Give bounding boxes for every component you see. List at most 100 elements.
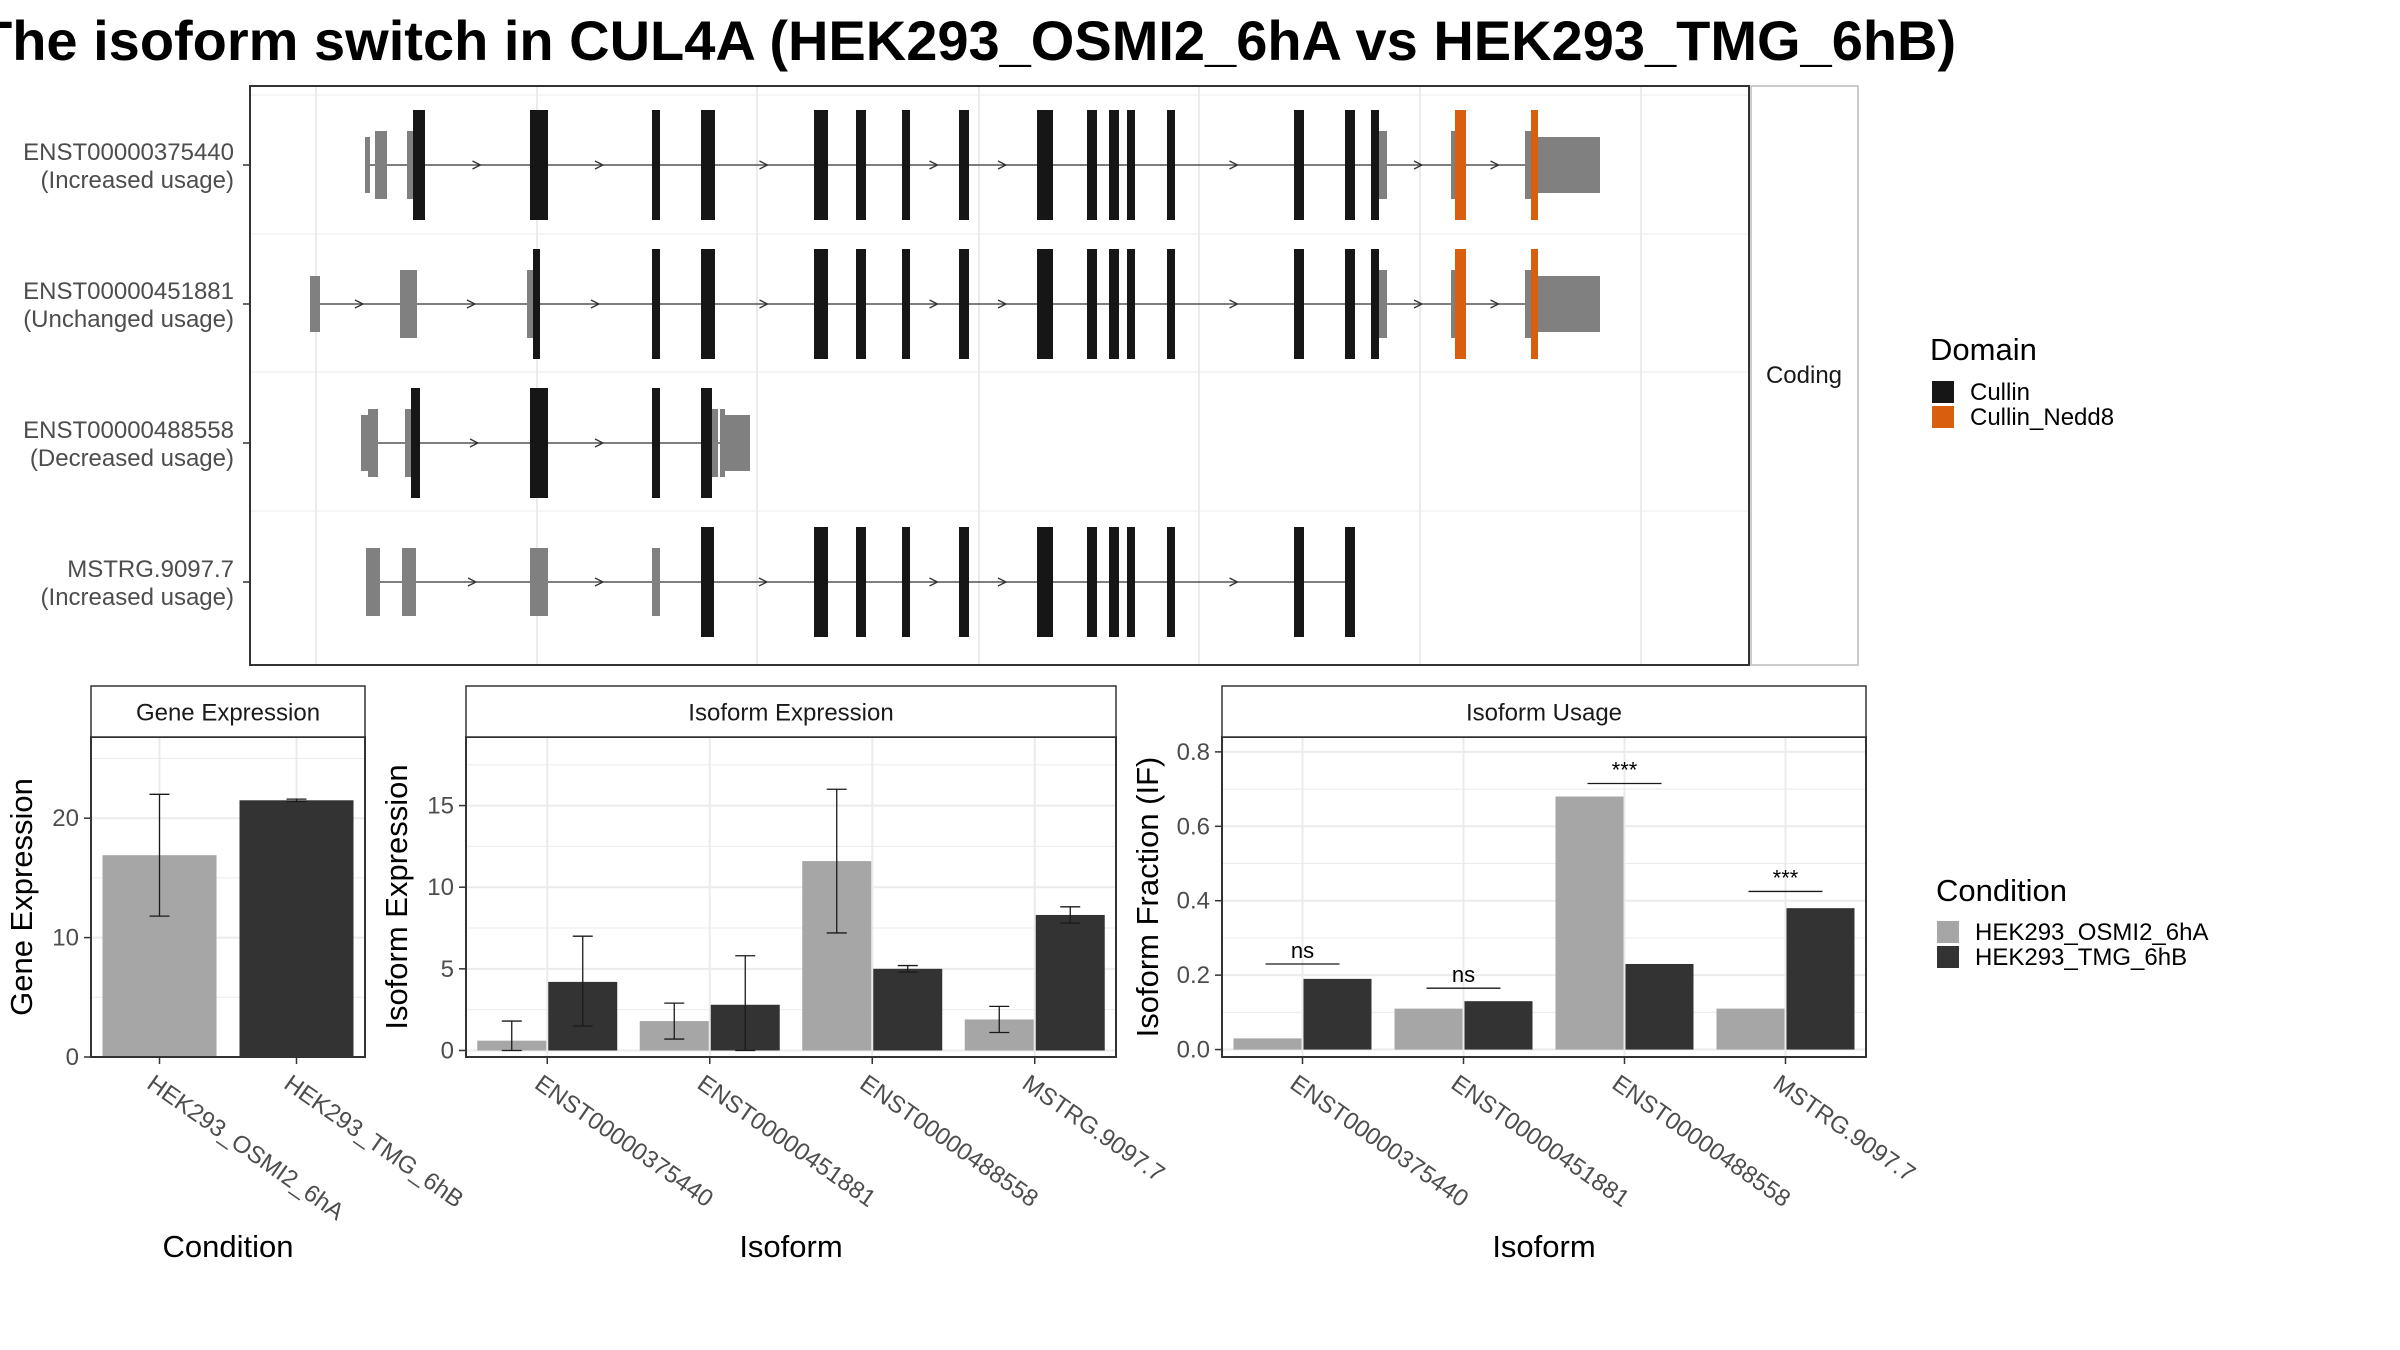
facet-strip-label: Isoform Usage [1466, 700, 1622, 727]
exon-cullin-domain [959, 527, 969, 637]
exon-cullin-domain [1087, 110, 1097, 220]
exon-noncoding [1451, 131, 1455, 199]
strand-arrow [354, 299, 365, 309]
exon-utr [365, 137, 370, 193]
strand-arrow [466, 299, 477, 309]
strand-arrow [759, 299, 769, 309]
exon-cullin-domain [1167, 249, 1175, 359]
y-tick-label: 5 [441, 956, 454, 983]
facet-strip [90, 685, 366, 738]
exon-cullin-domain [1294, 527, 1304, 637]
exon-cullin-domain [856, 249, 866, 359]
exon-cullin-nedd8-domain [1455, 249, 1466, 359]
exon-noncoding [1451, 270, 1455, 338]
x-tick-label: MSTRG.9097.7 [1017, 1070, 1169, 1188]
strand-arrow [759, 160, 769, 170]
exon-cullin-domain [1037, 527, 1053, 637]
exon-cullin-domain [701, 249, 715, 359]
exon-cullin-domain [1109, 249, 1119, 359]
strand-arrow [1490, 160, 1500, 170]
x-tick-label: ENST00000375440 [530, 1070, 718, 1213]
y-tick-label: 0 [441, 1037, 454, 1064]
bar [873, 968, 943, 1051]
facet-strip-label: Gene Expression [136, 700, 320, 727]
significance-label: *** [1612, 758, 1638, 783]
strand-arrow [1229, 577, 1239, 587]
y-tick-label: 10 [427, 874, 454, 901]
significance-label: ns [1452, 962, 1475, 987]
exon-noncoding [712, 409, 718, 477]
y-axis-title: Isoform Fraction (IF) [1130, 757, 1165, 1038]
transcript-id-label: ENST00000451881 [23, 278, 234, 305]
exon-cullin-domain [530, 110, 548, 220]
bar [1716, 1008, 1785, 1050]
transcript-track [310, 249, 1600, 359]
exon-noncoding [368, 409, 378, 477]
strand-arrow [997, 299, 1008, 309]
exon-cullin-domain [652, 110, 660, 220]
exon-cullin-domain [652, 388, 660, 498]
exon-cullin-domain [1167, 527, 1175, 637]
exon-cullin-domain [533, 249, 540, 359]
exon-cullin-domain [1087, 527, 1097, 637]
exon-cullin-domain [1127, 249, 1135, 359]
significance-label: *** [1773, 865, 1799, 890]
legend-key [1937, 946, 1959, 968]
exon-cullin-domain [1037, 249, 1053, 359]
strand-arrow [467, 577, 478, 587]
exon-cullin-domain [814, 527, 828, 637]
exon-noncoding [530, 548, 548, 616]
exon-noncoding [1525, 131, 1531, 199]
bar [1035, 914, 1105, 1051]
exon-cullin-nedd8-domain [1455, 110, 1466, 220]
exon-cullin-domain [701, 388, 712, 498]
transcript-usage-label: (Increased usage) [41, 167, 234, 194]
transcript-track [365, 110, 1600, 220]
x-tick-label: ENST00000375440 [1285, 1070, 1473, 1213]
bar [1464, 1001, 1533, 1050]
x-axis-title: Isoform [1492, 1229, 1595, 1264]
exon-noncoding [1379, 131, 1387, 199]
facet-strip [1221, 685, 1867, 738]
transcript-id-label: ENST00000375440 [23, 139, 234, 166]
exon-noncoding [375, 131, 387, 199]
exon-cullin-domain [1345, 527, 1355, 637]
exon-utr [1538, 137, 1545, 193]
isoform-expression-panel: Isoform Expression051015ENST00000375440E… [379, 685, 1169, 1264]
transcript-usage-label: (Decreased usage) [30, 445, 234, 472]
exon-noncoding [527, 270, 533, 338]
exon-cullin-domain [1087, 249, 1097, 359]
exon-cullin-domain [1371, 110, 1379, 220]
strand-arrow [1490, 299, 1500, 309]
gene-structure-panel: ENST00000375440(Increased usage) ENST0000… [23, 85, 1859, 666]
exon-cullin-domain [856, 527, 866, 637]
exon-utr [310, 276, 320, 332]
exon-noncoding [1379, 270, 1387, 338]
exon-cullin-domain [1345, 110, 1355, 220]
y-tick-label: 20 [52, 805, 79, 832]
legend-key [1937, 921, 1959, 943]
exon-cullin-domain [959, 110, 969, 220]
transcript-id-label: ENST00000488558 [23, 417, 234, 444]
exon-cullin-domain [959, 249, 969, 359]
strand-arrow [594, 438, 605, 448]
exon-noncoding [366, 548, 380, 616]
exon-noncoding [1525, 270, 1531, 338]
transcript-track [366, 527, 1355, 637]
legend-key [1932, 381, 1954, 403]
exon-noncoding [652, 548, 660, 616]
exon-cullin-domain [1167, 110, 1175, 220]
y-tick-label: 10 [52, 925, 79, 952]
y-tick-label: 15 [427, 793, 454, 820]
exon-cullin-domain [1127, 110, 1135, 220]
x-axis-title: Condition [163, 1229, 294, 1264]
panel-border [249, 85, 1750, 666]
exon-cullin-domain [814, 110, 828, 220]
y-axis-title: Gene Expression [4, 778, 39, 1016]
exon-cullin-domain [411, 388, 420, 498]
exon-cullin-domain [1294, 249, 1304, 359]
bar [1625, 963, 1694, 1050]
exon-utr [725, 415, 750, 471]
strand-arrow [929, 299, 939, 309]
